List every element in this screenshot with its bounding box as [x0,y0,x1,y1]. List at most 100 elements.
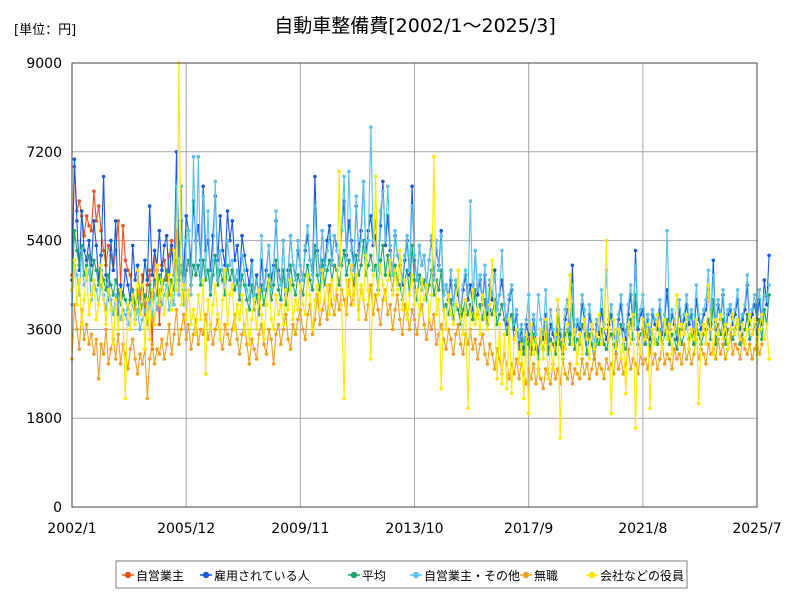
data-point [143,258,147,263]
data-point [582,317,587,322]
data-point [670,332,674,337]
data-point [400,307,405,312]
data-point [72,228,77,233]
data-point [126,283,130,287]
data-point [121,317,125,322]
data-point [191,154,196,159]
data-point [373,293,378,297]
data-point [624,391,628,396]
data-point [174,288,179,292]
data-point [412,317,417,322]
axes [71,62,758,508]
data-point [376,293,380,297]
data-point [123,396,128,401]
data-point [347,169,351,174]
data-point [264,302,269,307]
data-point [483,352,487,356]
data-point [155,263,159,268]
data-point [87,224,91,228]
data-point [143,307,147,312]
data-point [237,288,242,292]
data-point [130,337,135,342]
data-point [118,288,123,292]
data-point [162,243,167,248]
data-point [441,307,446,312]
data-point [514,327,519,332]
data-point [655,312,660,317]
data-point [429,293,434,297]
data-point [169,238,174,243]
data-point [531,352,536,356]
data-point [721,288,725,292]
data-point [213,179,218,184]
data-point [536,372,541,376]
data-point [381,283,385,287]
data-point [684,357,689,361]
data-point [539,327,543,332]
data-point [548,342,553,347]
data-point [449,312,453,317]
data-point [274,209,278,213]
data-point [570,342,575,347]
data-point [558,342,562,347]
x-tick-label: 2005/12 [157,521,215,537]
data-point [660,347,665,351]
data-point [422,253,427,258]
data-point [585,362,589,366]
data-point [415,332,419,337]
data-point [471,317,475,322]
data-point [403,278,407,282]
data-point [383,238,388,243]
data-point [157,322,162,327]
data-point [373,263,378,268]
data-point [79,243,84,248]
legend-swatch-marker [202,571,210,579]
data-point [381,179,385,184]
data-point [451,322,456,327]
data-point [417,273,422,277]
data-point [735,347,740,351]
data-point [84,322,89,327]
data-point [354,194,359,198]
data-point [366,288,371,292]
data-point [152,362,157,366]
data-point [286,307,291,312]
data-point [539,376,543,381]
data-point [77,347,82,351]
data-point [665,228,669,233]
data-point [553,332,558,337]
data-point [381,298,385,302]
data-point [279,342,283,347]
data-point [704,362,708,366]
data-point [696,401,701,406]
data-point [582,372,587,376]
data-point [121,293,125,297]
data-point [740,312,745,317]
data-point [728,302,733,307]
data-point [764,298,769,302]
data-point [502,302,507,307]
data-point [267,327,271,332]
data-point [718,312,723,317]
data-point [587,302,592,307]
data-point [225,209,230,213]
data-point [420,278,424,282]
data-point [327,224,332,228]
data-point [111,342,116,347]
data-point [738,342,742,347]
legend-swatch-marker [522,571,530,579]
data-point [296,317,300,322]
legend-swatch-marker [588,571,596,579]
data-point [478,342,482,347]
data-point [471,288,475,292]
data-point [172,248,176,253]
series-layer [70,61,771,440]
data-point [118,283,123,287]
data-point [716,337,720,342]
data-point [662,362,667,366]
data-point [240,293,244,297]
data-point [310,288,315,292]
data-point [432,154,436,159]
data-point [405,233,410,238]
data-point [208,327,213,332]
